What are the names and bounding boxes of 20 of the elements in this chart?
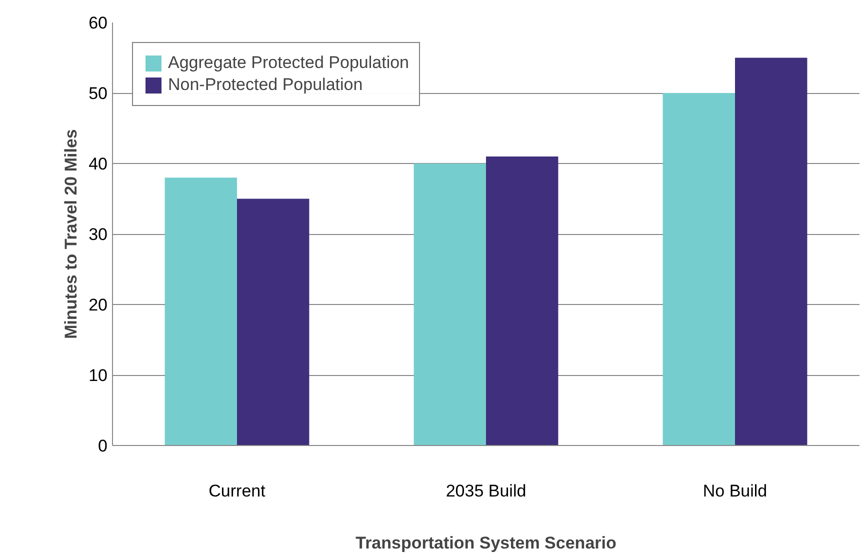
bar xyxy=(237,198,310,446)
y-tick-label: 60 xyxy=(88,14,108,32)
x-tick-label: 2035 Build xyxy=(446,482,526,500)
y-tick-label: 10 xyxy=(88,366,108,385)
x-tick-label: No Build xyxy=(702,482,768,500)
x-tick-label: Current xyxy=(208,482,266,500)
y-axis-title: Minutes to Travel 20 Miles xyxy=(62,129,81,339)
legend-label: Non-Protected Population xyxy=(168,75,363,95)
bar xyxy=(662,93,735,446)
y-tick-label: 0 xyxy=(98,436,108,456)
bar xyxy=(735,58,808,446)
legend-label: Aggregate Protected Population xyxy=(168,53,410,73)
bar xyxy=(414,164,486,446)
x-axis-title: Transportation System Scenario xyxy=(356,534,616,552)
y-tick-label: 30 xyxy=(88,225,108,244)
y-tick-label: 20 xyxy=(88,296,108,314)
y-tick-label: 40 xyxy=(88,154,108,174)
bar xyxy=(164,178,237,446)
bar xyxy=(486,156,558,446)
y-tick-label: 50 xyxy=(88,84,108,103)
